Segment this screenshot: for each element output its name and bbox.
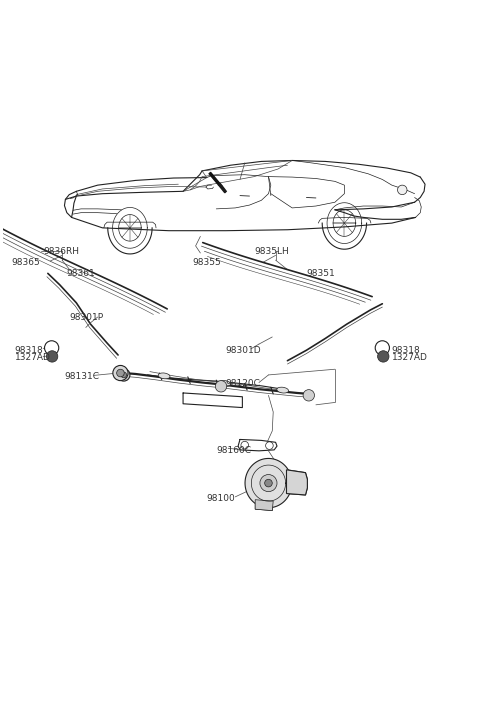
Ellipse shape (219, 381, 231, 386)
Polygon shape (245, 459, 292, 508)
Text: 98318: 98318 (392, 346, 420, 355)
Polygon shape (209, 173, 220, 185)
Text: 98318: 98318 (14, 346, 43, 355)
Text: 98365: 98365 (12, 258, 40, 267)
Ellipse shape (158, 373, 170, 379)
Text: 98301D: 98301D (226, 346, 262, 355)
Text: 98131C: 98131C (64, 372, 99, 381)
Polygon shape (219, 183, 226, 192)
Circle shape (45, 341, 59, 355)
Circle shape (265, 442, 273, 449)
Text: 98361: 98361 (67, 269, 96, 278)
Circle shape (378, 351, 389, 362)
Circle shape (117, 369, 124, 377)
Text: 98301P: 98301P (69, 314, 103, 322)
Text: 98355: 98355 (192, 258, 221, 267)
Circle shape (121, 372, 127, 378)
Text: 98120C: 98120C (226, 379, 261, 388)
Polygon shape (287, 470, 307, 495)
Circle shape (113, 366, 128, 381)
Circle shape (264, 479, 272, 487)
Polygon shape (255, 500, 273, 510)
Ellipse shape (277, 387, 288, 393)
Text: 98100: 98100 (207, 493, 236, 503)
Circle shape (216, 381, 227, 392)
Circle shape (47, 351, 58, 362)
Text: 9836RH: 9836RH (43, 247, 79, 256)
Text: 1327AD: 1327AD (392, 354, 428, 362)
Circle shape (303, 390, 314, 401)
Circle shape (241, 442, 249, 449)
Circle shape (118, 368, 130, 381)
Text: 98160C: 98160C (216, 447, 251, 455)
Circle shape (375, 341, 389, 355)
Circle shape (260, 474, 277, 491)
Text: 9835LH: 9835LH (254, 247, 289, 256)
Text: 1327AD: 1327AD (14, 354, 50, 362)
Circle shape (397, 185, 407, 195)
Text: 98351: 98351 (306, 269, 335, 278)
